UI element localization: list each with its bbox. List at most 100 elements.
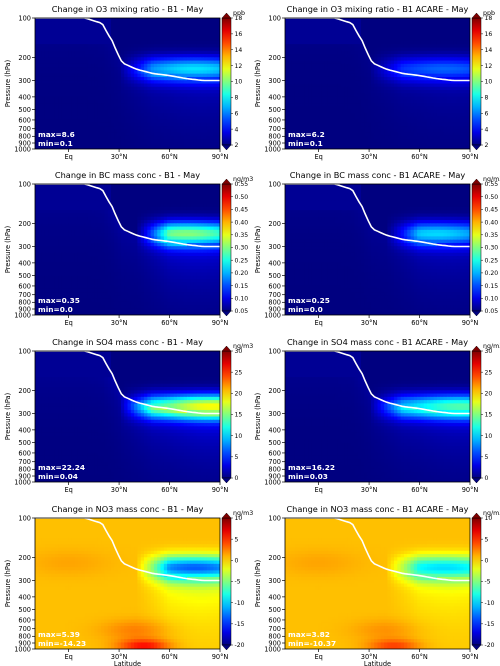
heatmap-cell: [140, 54, 145, 58]
heatmap-cell: [456, 31, 461, 35]
heatmap-cell: [64, 40, 69, 45]
heatmap-cell: [443, 135, 448, 140]
heatmap-cell: [304, 57, 309, 62]
heatmap-cell: [430, 90, 435, 94]
heatmap-cell: [97, 103, 102, 108]
heatmap-cell: [190, 21, 195, 26]
heatmap-cell: [84, 142, 89, 147]
heatmap-cell: [433, 83, 438, 88]
heatmap-cell: [101, 116, 105, 121]
heatmap-cell: [35, 112, 39, 117]
heatmap-cell: [206, 203, 211, 208]
heatmap-cell: [436, 90, 441, 94]
heatmap-cell: [417, 86, 422, 91]
heatmap-cell: [127, 90, 132, 94]
heatmap-cell: [68, 203, 72, 208]
heatmap-cell: [344, 142, 349, 147]
heatmap-cell: [351, 50, 355, 55]
heatmap-cell: [413, 135, 418, 140]
heatmap-cell: [370, 135, 375, 140]
heatmap-cell: [324, 18, 329, 22]
heatmap-cell: [130, 70, 135, 75]
heatmap-cell: [331, 126, 336, 130]
heatmap-cell: [193, 80, 198, 85]
heatmap-cell: [301, 57, 306, 62]
heatmap-cell: [324, 67, 329, 72]
heatmap-cell: [130, 190, 135, 195]
heatmap-cell: [210, 122, 214, 127]
heatmap-cell: [167, 200, 172, 205]
heatmap-cell: [196, 83, 201, 88]
heatmap-cell: [387, 57, 392, 62]
heatmap-cell: [38, 83, 43, 88]
heatmap-cell: [120, 76, 125, 81]
heatmap-cell: [380, 31, 385, 35]
heatmap-cell: [377, 99, 382, 104]
heatmap-cell: [74, 145, 79, 149]
heatmap-cell: [213, 73, 218, 78]
heatmap-cell: [170, 18, 175, 22]
heatmap-cell: [144, 116, 148, 121]
heatmap-cell: [150, 106, 155, 111]
heatmap-cell: [301, 86, 306, 91]
heatmap-cell: [44, 203, 49, 208]
heatmap-cell: [81, 40, 86, 45]
heatmap-cell: [140, 145, 145, 149]
heatmap-cell: [38, 112, 43, 117]
heatmap-cell: [101, 103, 105, 108]
heatmap-cell: [443, 106, 448, 111]
heatmap-cell: [407, 132, 412, 137]
heatmap-cell: [446, 90, 451, 94]
heatmap-cell: [436, 47, 441, 52]
heatmap-cell: [71, 76, 76, 81]
heatmap-cell: [334, 96, 339, 101]
heatmap-cell: [450, 50, 455, 55]
heatmap-cell: [104, 145, 109, 149]
heatmap-cell: [186, 190, 191, 195]
heatmap-cell: [180, 187, 185, 192]
heatmap-cell: [130, 109, 135, 114]
heatmap-cell: [285, 18, 289, 22]
heatmap-cell: [351, 96, 355, 101]
heatmap-cell: [347, 99, 352, 104]
heatmap-cell: [147, 129, 152, 134]
heatmap-cell: [453, 24, 458, 29]
heatmap-cell: [196, 132, 201, 137]
heatmap-cell: [54, 119, 59, 124]
heatmap-cell: [186, 50, 191, 55]
heatmap-cell: [153, 40, 158, 45]
heatmap-cell: [183, 37, 188, 42]
heatmap-cell: [157, 24, 162, 29]
heatmap-cell: [413, 40, 418, 45]
heatmap-cell: [41, 132, 46, 137]
heatmap-cell: [417, 70, 422, 75]
heatmap-cell: [196, 122, 201, 127]
heatmap-cell: [364, 57, 369, 62]
heatmap-cell: [167, 106, 172, 111]
heatmap-cell: [173, 63, 178, 68]
heatmap-cell: [390, 18, 395, 22]
heatmap-cell: [196, 112, 201, 117]
heatmap-cell: [367, 80, 372, 85]
heatmap-cell: [311, 27, 316, 32]
heatmap-cell: [357, 18, 362, 22]
heatmap-cell: [321, 57, 326, 62]
heatmap-cell: [304, 60, 309, 65]
heatmap-cell: [193, 139, 198, 144]
heatmap-cell: [456, 129, 461, 134]
heatmap-cell: [193, 90, 198, 94]
heatmap-cell: [44, 70, 49, 75]
heatmap-cell: [351, 31, 355, 35]
heatmap-cell: [210, 83, 214, 88]
heatmap-cell: [193, 21, 198, 26]
heatmap-cell: [144, 103, 148, 108]
heatmap-cell: [374, 145, 379, 149]
heatmap-cell: [94, 126, 99, 130]
heatmap-cell: [360, 90, 365, 94]
heatmap-cell: [324, 57, 329, 62]
heatmap-cell: [216, 106, 220, 111]
heatmap-cell: [61, 57, 66, 62]
heatmap-cell: [446, 122, 451, 127]
heatmap-cell: [318, 109, 322, 114]
heatmap-cell: [71, 135, 76, 140]
